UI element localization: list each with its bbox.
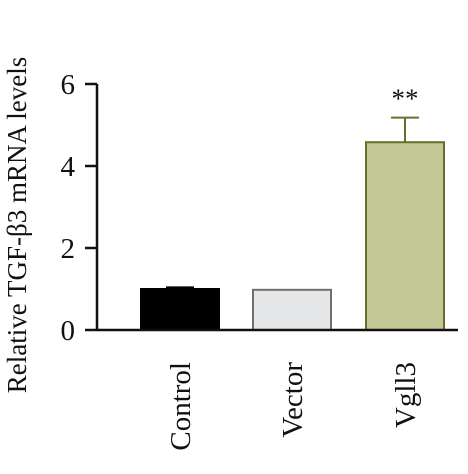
bar-control (140, 288, 220, 331)
x-tick-label-vgll3: Vgll3 (390, 362, 422, 428)
y-tick-label-2: 2 (61, 233, 76, 265)
error-bars-group (166, 116, 419, 289)
bars-group (140, 141, 445, 332)
significance-label-vgll3: ** (392, 84, 419, 114)
x-tick-label-control: Control (165, 362, 197, 451)
y-tick-label-6: 6 (61, 69, 76, 101)
y-tick-label-4: 4 (61, 151, 76, 183)
y-axis-label: Relative TGF-β3 mRNA levels (2, 57, 32, 393)
axes-group (95, 84, 458, 332)
bar-vgll3 (365, 141, 445, 331)
annotations-group: ** (392, 84, 419, 114)
bar-vector (252, 288, 332, 332)
x-labels-group: Control Vector Vgll3 (165, 362, 422, 451)
y-tick-label-0: 0 (61, 315, 76, 347)
x-tick-label-vector: Vector (277, 362, 309, 438)
y-ticks-group: 0 2 4 6 (61, 69, 97, 347)
